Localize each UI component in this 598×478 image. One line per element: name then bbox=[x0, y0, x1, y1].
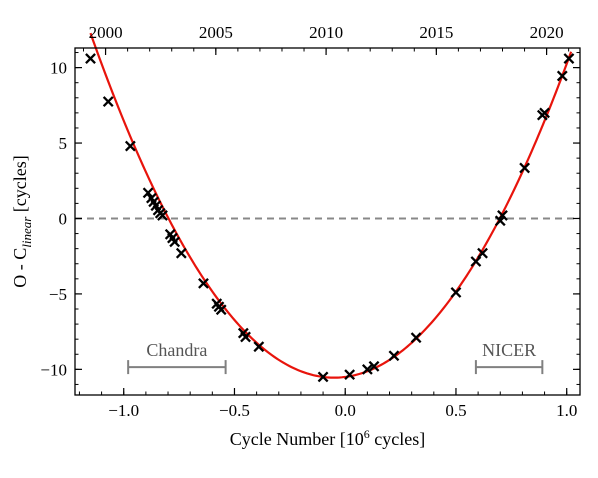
y-tick-label: −10 bbox=[40, 360, 67, 379]
data-point bbox=[317, 371, 329, 383]
x-axis-title: Cycle Number [106 cycles] bbox=[230, 427, 425, 449]
data-point bbox=[556, 70, 568, 82]
data-point bbox=[198, 277, 209, 289]
top-year-label: 2005 bbox=[199, 23, 233, 42]
x-axis-title-sup: 6 bbox=[364, 427, 370, 441]
points-layer bbox=[85, 53, 575, 383]
data-point-stroke bbox=[198, 277, 209, 289]
fit-curve bbox=[89, 32, 573, 379]
data-point bbox=[470, 256, 482, 267]
data-point bbox=[175, 247, 187, 259]
data-point-stroke bbox=[450, 286, 462, 298]
data-point bbox=[215, 304, 227, 316]
data-point-stroke bbox=[519, 162, 531, 174]
annotations-layer: Chandra NICER bbox=[127, 340, 544, 375]
data-point-stroke bbox=[317, 371, 329, 383]
data-point-stroke bbox=[102, 96, 114, 107]
data-point-stroke bbox=[85, 53, 96, 64]
data-point-stroke bbox=[556, 70, 568, 82]
y-tick-label: 10 bbox=[50, 59, 67, 78]
data-point bbox=[240, 331, 251, 343]
data-point-stroke bbox=[169, 236, 181, 248]
x-tick-label: −1.0 bbox=[108, 401, 139, 420]
data-point-stroke bbox=[497, 210, 508, 221]
data-point-stroke bbox=[157, 210, 168, 221]
annotation-chandra: Chandra bbox=[127, 340, 227, 375]
annotation-label: NICER bbox=[482, 340, 536, 360]
data-point bbox=[142, 187, 154, 199]
data-point bbox=[539, 107, 550, 119]
y-tick-label: −5 bbox=[49, 285, 67, 304]
y-tick-label: 0 bbox=[59, 209, 68, 228]
data-point bbox=[450, 286, 462, 298]
x-tick-label: −0.5 bbox=[219, 401, 250, 420]
y-axis-title-sub: linear bbox=[19, 216, 34, 248]
y-tick-label: 5 bbox=[59, 134, 68, 153]
data-point bbox=[477, 247, 488, 259]
data-point bbox=[563, 53, 575, 64]
fit-curve-layer bbox=[89, 32, 573, 379]
y-axis-title-main: O - C bbox=[10, 248, 30, 288]
data-point-stroke bbox=[124, 140, 136, 152]
data-point-stroke bbox=[175, 247, 187, 259]
top-year-label: 2000 bbox=[89, 23, 123, 42]
data-point-stroke bbox=[368, 360, 380, 372]
top-year-label: 2015 bbox=[419, 23, 453, 42]
data-point-stroke bbox=[215, 304, 227, 316]
annotation-label: Chandra bbox=[146, 340, 207, 360]
data-point bbox=[85, 53, 96, 64]
x-tick-label: 0.0 bbox=[335, 401, 356, 420]
data-point-stroke bbox=[388, 350, 400, 362]
axes-layer bbox=[74, 47, 581, 396]
tick-layer bbox=[75, 48, 580, 395]
data-point bbox=[344, 369, 356, 381]
data-point bbox=[157, 210, 168, 221]
top-year-label: 2020 bbox=[530, 23, 564, 42]
x-axis-title-main: Cycle Number [10 bbox=[230, 429, 364, 449]
data-point bbox=[169, 236, 181, 248]
data-point bbox=[519, 162, 531, 174]
data-point bbox=[497, 210, 508, 221]
data-point bbox=[361, 363, 373, 375]
data-point bbox=[368, 360, 380, 372]
x-axis-title-tail: cycles] bbox=[370, 429, 425, 449]
plot-frame bbox=[74, 47, 581, 396]
data-point-stroke bbox=[142, 187, 154, 199]
labels-layer: −1.0 −0.5 0.0 0.5 1.0 −10 −5 0 5 10 2000 2005 2010 20… bbox=[10, 23, 577, 449]
data-point bbox=[124, 140, 136, 152]
data-point-stroke bbox=[410, 332, 422, 344]
top-year-label: 2010 bbox=[309, 23, 343, 42]
data-point-stroke bbox=[240, 331, 251, 343]
data-point bbox=[253, 341, 265, 353]
x-tick-label: 1.0 bbox=[556, 401, 577, 420]
data-point bbox=[410, 332, 422, 344]
data-point-stroke bbox=[477, 247, 488, 259]
y-axis-title: O - Clinear [cycles] bbox=[10, 155, 34, 288]
annotation-nicer: NICER bbox=[474, 340, 544, 375]
data-point-stroke bbox=[150, 200, 162, 212]
data-point-stroke bbox=[253, 341, 265, 353]
data-point-stroke bbox=[563, 53, 575, 64]
data-point bbox=[388, 350, 400, 362]
y-axis-title-tail: [cycles] bbox=[10, 155, 30, 216]
data-point-stroke bbox=[361, 363, 373, 375]
data-point-stroke bbox=[344, 369, 356, 381]
data-point-stroke bbox=[470, 256, 482, 267]
data-point bbox=[102, 96, 114, 107]
data-point-stroke bbox=[539, 107, 550, 119]
x-tick-label: 0.5 bbox=[445, 401, 466, 420]
